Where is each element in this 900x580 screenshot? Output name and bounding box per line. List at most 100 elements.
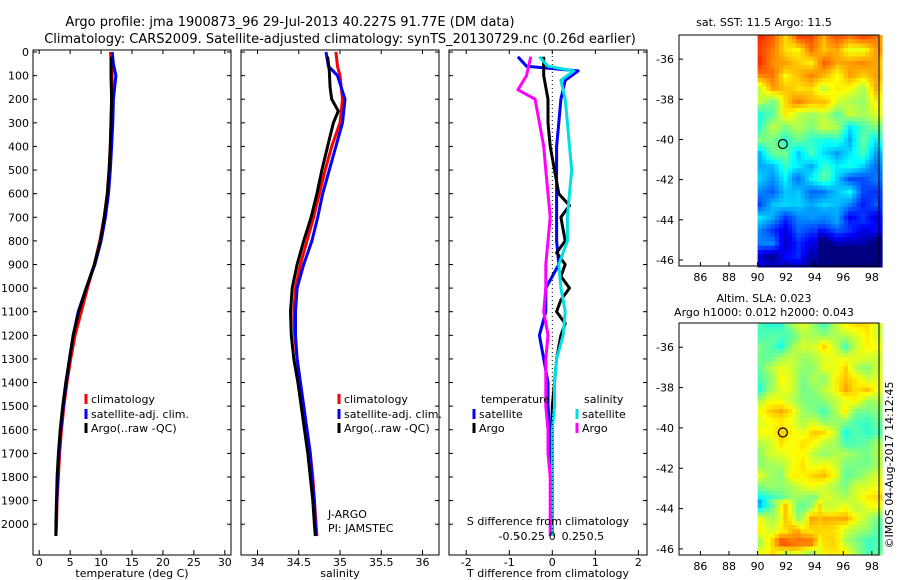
- sla-map-cell: [839, 370, 844, 375]
- sla-map-cell: [800, 464, 806, 470]
- sst-map-cell: [796, 202, 801, 208]
- sst-map-cell: [757, 95, 763, 100]
- sst-map-cell: [804, 86, 810, 92]
- sla-map-cell: [835, 512, 840, 517]
- sla-map-cell: [804, 546, 810, 552]
- sla-map-cell: [804, 456, 810, 461]
- sla-map-cell: [873, 353, 879, 358]
- sst-map-cell: [873, 207, 879, 212]
- sst-map-cell: [852, 43, 857, 49]
- sla-map-cell: [783, 533, 788, 539]
- sla-map-cell: [826, 409, 831, 414]
- sst-map-cell: [766, 82, 771, 87]
- sla-map-cell: [869, 400, 874, 405]
- sst-map-cell: [813, 133, 819, 139]
- sst-map-cell: [813, 151, 819, 156]
- sst-map-cell: [787, 73, 793, 79]
- sst-map-cell: [878, 116, 883, 122]
- sst-map-cell: [826, 35, 831, 40]
- sla-map-cell: [757, 417, 763, 423]
- sla-map-cell: [865, 391, 870, 397]
- sst-map-cell: [766, 202, 771, 208]
- sla-map-cell: [865, 426, 870, 431]
- sst-map-cell: [809, 133, 814, 139]
- sla-map-cell: [860, 374, 866, 380]
- sst-map-cell: [792, 245, 797, 251]
- sla-map-cell: [787, 486, 793, 491]
- sla-map-cell: [774, 409, 780, 414]
- sst-map-cell: [843, 133, 849, 139]
- sla-map-cell: [847, 361, 853, 367]
- sst-map-cell: [800, 60, 806, 66]
- sst-map-cell: [878, 112, 883, 117]
- sla-map-cell: [843, 456, 849, 461]
- sst-map-cell: [779, 78, 784, 83]
- sst-map-cell: [770, 52, 776, 57]
- sst-map-cell: [809, 207, 814, 212]
- sla-map-cell: [779, 327, 784, 332]
- sst-map-cell: [835, 258, 840, 264]
- sla-map-cell: [774, 473, 780, 479]
- sla-map-cell: [856, 344, 862, 350]
- temp-ytick-label: 300: [8, 117, 29, 130]
- sla-map-cell: [835, 426, 840, 431]
- sst-map-cell: [873, 56, 879, 62]
- sst-map-cell: [770, 168, 776, 173]
- sst-map-cell: [847, 219, 853, 225]
- sst-map-cell: [873, 202, 879, 208]
- sla-map-cell: [757, 507, 763, 513]
- sst-map-cell: [847, 95, 853, 100]
- sst-map-cell: [860, 194, 866, 199]
- sla-map-cell: [761, 430, 767, 436]
- sla-map-cell: [869, 374, 874, 380]
- sst-map-cell: [813, 99, 819, 105]
- sst-map-cell: [783, 151, 788, 156]
- sst-map-cell: [813, 108, 819, 113]
- temp-ytick-label: 1800: [1, 471, 29, 484]
- sst-map-cell: [869, 73, 874, 79]
- sla-map-cell: [796, 486, 801, 491]
- sst-map-cell: [792, 138, 797, 143]
- sst-map-cell: [860, 168, 866, 173]
- sla-map-cell: [835, 490, 840, 496]
- sst-map-cell: [852, 194, 857, 199]
- sst-map-cell: [878, 39, 883, 44]
- sla-map-cell: [856, 361, 862, 367]
- sla-map-cell: [830, 516, 836, 522]
- sla-map-cell: [804, 426, 810, 431]
- sla-map-cell: [869, 533, 874, 539]
- sla-map-cell: [822, 546, 827, 552]
- sst-map-cell: [873, 250, 879, 255]
- sst-map-cell: [757, 151, 763, 156]
- sst-map-cell: [847, 215, 853, 221]
- sla-map-cell: [865, 550, 870, 556]
- sla-map-cell: [809, 434, 814, 440]
- sla-map-cell: [869, 452, 874, 457]
- sst-map-cell: [865, 138, 870, 143]
- sst-map-cell: [822, 138, 827, 143]
- sla-map-cell: [822, 516, 827, 522]
- sst-map-cell: [813, 125, 819, 130]
- sla-map-cell: [804, 353, 810, 358]
- sst-map-cell: [792, 73, 797, 79]
- sla-map-cell: [822, 529, 827, 534]
- sst-map-cell: [804, 159, 810, 165]
- sla-map-cell: [783, 520, 788, 526]
- sst-map-cell: [865, 181, 870, 186]
- sst-map-cell: [800, 237, 806, 242]
- sst-map-cell: [835, 254, 840, 259]
- sla-map-cell: [826, 387, 831, 393]
- sst-map-cell: [822, 194, 827, 199]
- sla-map-cell: [847, 512, 853, 517]
- sla-map-cell: [847, 366, 853, 371]
- sla-map-cell: [800, 353, 806, 358]
- temp-xtick-label: 20: [156, 556, 170, 569]
- sst-map-cell: [860, 86, 866, 92]
- sst-map-cell: [843, 241, 849, 246]
- sla-map-cell: [817, 503, 823, 509]
- sst-map-cell: [787, 133, 793, 139]
- sla-map-cell: [766, 486, 771, 491]
- sla-map-cell: [783, 361, 788, 367]
- sal-legend-label: satellite-adj. clim.: [344, 408, 442, 421]
- sla-map-cell: [783, 516, 788, 522]
